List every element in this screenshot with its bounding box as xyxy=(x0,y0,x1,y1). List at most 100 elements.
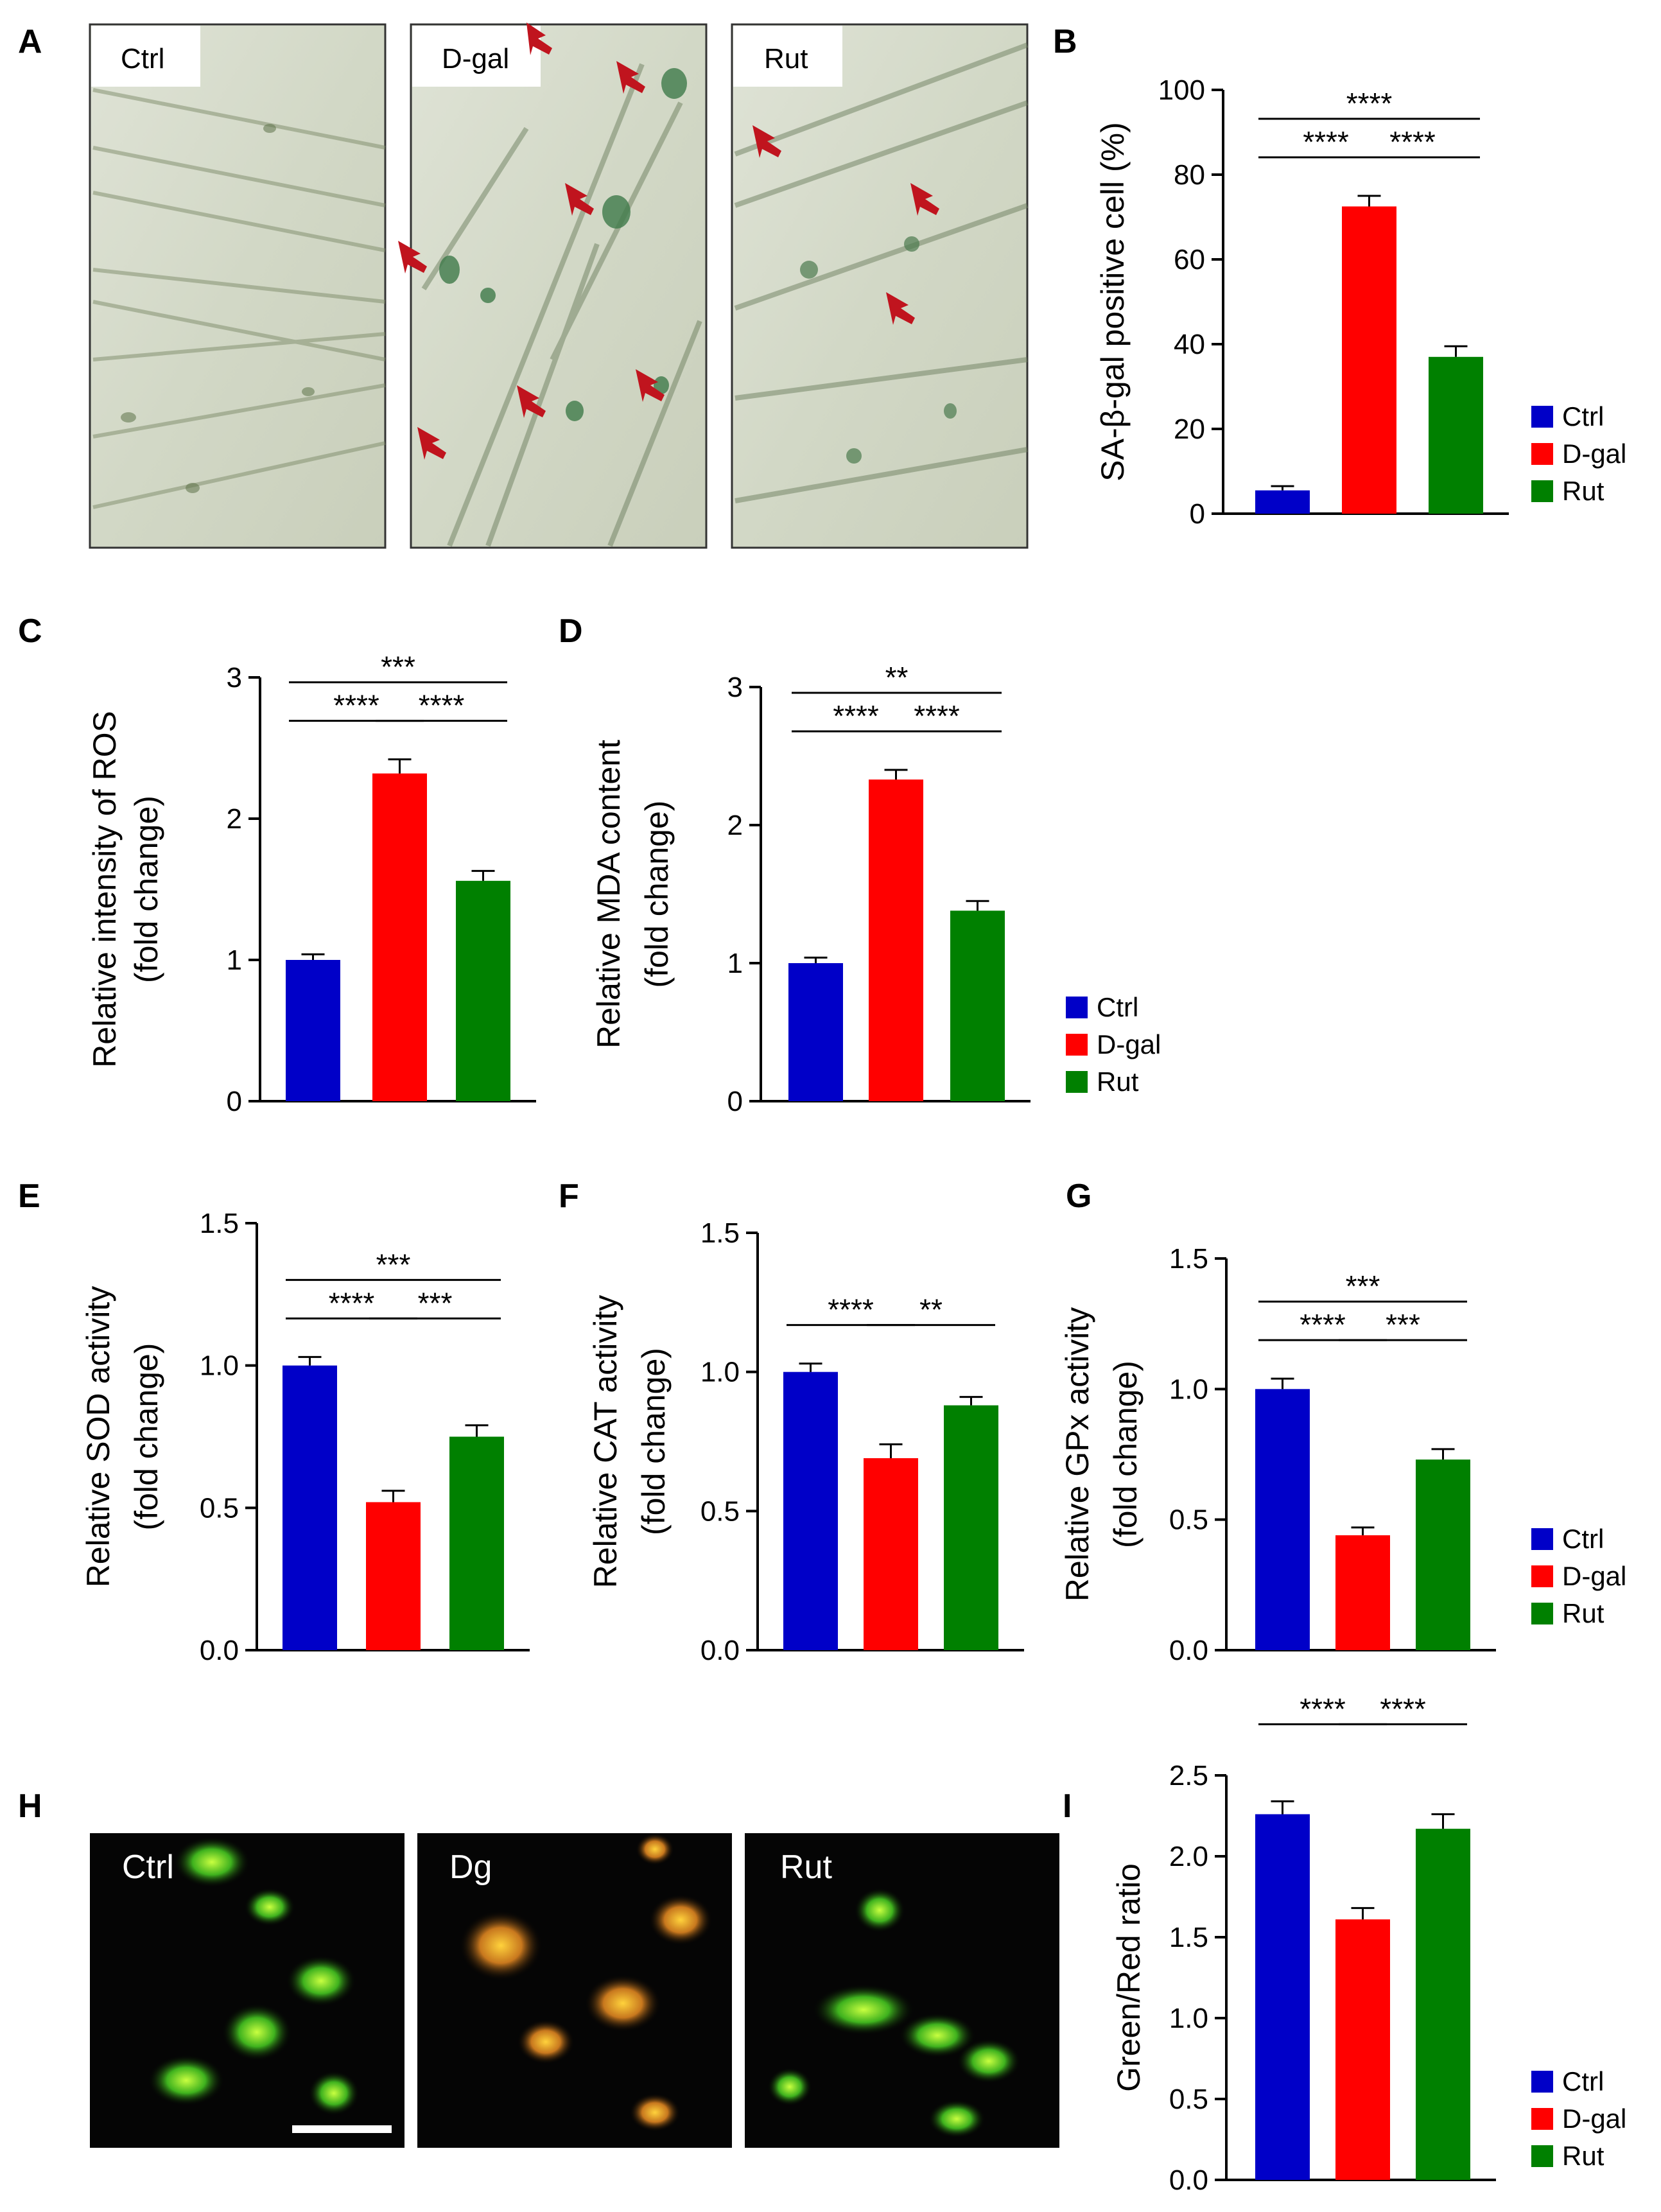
y-tick-label: 1.5 xyxy=(200,1208,239,1239)
chart-f-cat: 0.0 0.5 1.0 1.5 Relative CAT activity (fold c… xyxy=(587,1217,1024,1666)
legend-label: Ctrl xyxy=(1562,401,1604,431)
legend-swatch-rut xyxy=(1531,2145,1553,2167)
arrow-marker xyxy=(752,125,781,158)
arrow-marker xyxy=(565,183,594,216)
y-tick-label: 1.5 xyxy=(1169,1922,1208,1953)
y-tick-label: 0.0 xyxy=(700,1635,740,1666)
significance-stars: ** xyxy=(885,661,909,694)
legend-label: Ctrl xyxy=(1097,992,1138,1022)
legend-label: Rut xyxy=(1562,476,1604,506)
bar-ctrl xyxy=(1255,490,1310,514)
significance-stars: **** xyxy=(1389,125,1436,159)
bar-d-gal xyxy=(366,1502,421,1650)
bar-rut xyxy=(1416,1829,1470,2180)
chart-b-sa-beta-gal: 0 20 40 60 80 100 SA-β-gal positive cell (%) **… xyxy=(1095,74,1626,530)
significance-stars: *** xyxy=(418,1286,453,1319)
y-axis-label: Green/Red ratio xyxy=(1111,1863,1147,2092)
bar-ctrl xyxy=(1255,1389,1310,1650)
arrow-marker xyxy=(886,292,915,325)
arrow-markers-rut xyxy=(752,125,939,325)
y-axis-label: Relative GPx activity xyxy=(1059,1307,1095,1601)
fluorescence-rut: Rut xyxy=(745,1833,1059,2148)
bar-rut xyxy=(1429,356,1483,514)
y-axis-label: (fold change) xyxy=(636,1348,672,1535)
micrograph-rut: Rut xyxy=(731,23,1029,549)
bar-d-gal xyxy=(869,779,923,1101)
legend-label: D-gal xyxy=(1562,1561,1626,1591)
significance-stars: **** xyxy=(329,1286,375,1319)
significance-stars: **** xyxy=(1380,1692,1426,1725)
panel-letter-b: B xyxy=(1053,23,1077,60)
legend-label: Rut xyxy=(1562,1598,1604,1628)
arrow-marker xyxy=(910,183,939,216)
y-tick-label: 1.0 xyxy=(200,1350,239,1382)
legend-label: Rut xyxy=(1097,1067,1139,1097)
y-tick-label: 1.0 xyxy=(1169,1373,1208,1405)
y-tick-label: 2 xyxy=(727,810,743,841)
legend-swatch-ctrl xyxy=(1531,1528,1553,1550)
arrow-marker xyxy=(517,385,546,418)
significance-stars: **** xyxy=(833,699,879,733)
panel-letter-d: D xyxy=(559,613,583,650)
fluorescence-label-dg: Dg xyxy=(449,1849,492,1886)
y-axis-label: (fold change) xyxy=(128,796,164,983)
significance-stars: **** xyxy=(333,689,379,722)
y-tick-label: 3 xyxy=(227,662,242,693)
arrow-marker xyxy=(417,427,446,460)
y-tick-label: 1.0 xyxy=(700,1357,740,1388)
panel-letter-g: G xyxy=(1066,1178,1091,1215)
y-tick-label: 0.5 xyxy=(700,1495,740,1527)
micrograph-ctrl: Ctrl xyxy=(89,23,387,549)
y-tick-label: 40 xyxy=(1174,329,1205,360)
y-tick-label: 0.5 xyxy=(200,1492,239,1524)
legend-swatch-rut xyxy=(1066,1071,1088,1093)
fluorescence-dg: Dg xyxy=(417,1833,732,2148)
panel-letter-c: C xyxy=(18,613,42,650)
y-tick-label: 2.5 xyxy=(1169,1760,1208,1791)
legend-swatch-ctrl xyxy=(1531,406,1553,428)
arrow-marker xyxy=(636,369,665,402)
y-axis-label: (fold change) xyxy=(1108,1361,1144,1548)
panel-letter-e: E xyxy=(18,1178,40,1215)
significance-stars: *** xyxy=(1346,1269,1380,1303)
legend-label: D-gal xyxy=(1562,2103,1626,2134)
legend-label: D-gal xyxy=(1097,1029,1161,1059)
bar-ctrl xyxy=(283,1365,337,1650)
micrograph-dgal: D-gal xyxy=(398,22,708,549)
chart-i-green-red-ratio: 0.0 0.5 1.0 1.5 2.0 2.5 Green/Red ratio **** ***… xyxy=(1111,1692,1626,2196)
bar-rut xyxy=(1416,1459,1470,1650)
y-axis-label: SA-β-gal positive cell (%) xyxy=(1095,122,1131,481)
chart-g-gpx: 0.0 0.5 1.0 1.5 Relative GPx activity (fold c… xyxy=(1059,1243,1626,1666)
significance-stars: **** xyxy=(1303,125,1349,159)
panel-a-micrographs: Ctrl D-gal xyxy=(89,22,1029,549)
legend-swatch-ctrl xyxy=(1531,2071,1553,2093)
micrograph-label-rut: Rut xyxy=(764,43,808,74)
fluorescence-label-ctrl: Ctrl xyxy=(122,1849,174,1886)
bar-rut xyxy=(950,910,1005,1101)
legend-swatch-ctrl xyxy=(1066,997,1088,1018)
significance-stars: ** xyxy=(919,1293,943,1327)
arrow-marker xyxy=(526,22,552,55)
y-tick-label: 1.5 xyxy=(700,1217,740,1249)
y-tick-label: 0.0 xyxy=(200,1635,239,1666)
y-axis-label: Relative intensity of ROS xyxy=(87,711,123,1068)
y-tick-label: 1.5 xyxy=(1169,1243,1208,1275)
y-tick-label: 0 xyxy=(1190,498,1205,530)
legend-label: Ctrl xyxy=(1562,2066,1604,2096)
chart-d-mda: 0 1 2 3 Relative MDA content (fold change) ***… xyxy=(591,661,1161,1117)
panel-h-micrographs: Ctrl Dg Rut xyxy=(90,1833,1059,2148)
y-tick-label: 0 xyxy=(227,1086,242,1117)
significance-stars: *** xyxy=(1386,1308,1420,1341)
chart-e-sod: 0.0 0.5 1.0 1.5 Relative SOD activity (fold c… xyxy=(80,1208,530,1666)
scale-bar xyxy=(292,2125,392,2133)
y-tick-label: 0.5 xyxy=(1169,1504,1208,1536)
legend-label: D-gal xyxy=(1562,439,1626,469)
micrograph-label-ctrl: Ctrl xyxy=(121,43,164,74)
y-tick-label: 0.0 xyxy=(1169,2164,1208,2196)
legend-swatch-rut xyxy=(1531,480,1553,502)
bar-d-gal xyxy=(1335,1919,1390,2180)
significance-stars: **** xyxy=(1300,1308,1346,1341)
significance-stars: *** xyxy=(376,1248,411,1281)
bar-rut xyxy=(944,1405,998,1650)
y-tick-label: 2 xyxy=(227,803,242,835)
